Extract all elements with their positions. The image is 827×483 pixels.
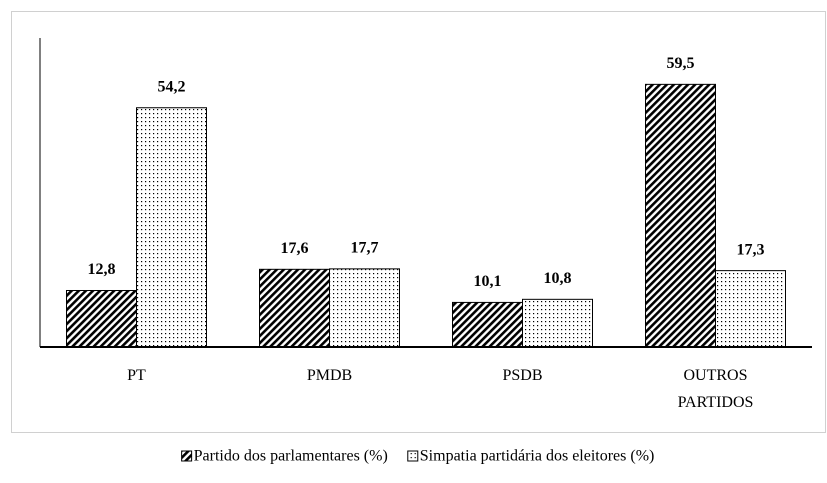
data-label: 17,3 <box>737 241 765 258</box>
legend-swatch <box>407 450 419 462</box>
legend: Partido dos parlamentares (%) Simpatia pa… <box>181 448 655 465</box>
bar <box>259 268 330 348</box>
data-label: 10,8 <box>544 270 572 287</box>
data-label: 59,5 <box>667 55 695 72</box>
bar <box>645 83 716 348</box>
x-tick-label: PT <box>127 367 146 384</box>
bar <box>329 268 400 348</box>
legend-label: Partido dos parlamentares (%) <box>194 448 388 465</box>
bar <box>136 107 207 348</box>
data-label: 17,7 <box>351 240 379 257</box>
legend-swatch <box>181 450 193 462</box>
legend-label: Simpatia partidária dos eleitores (%) <box>420 448 655 465</box>
data-label: 12,8 <box>88 261 116 278</box>
x-tick-label: PMDB <box>306 367 353 384</box>
x-tick-label: PSDB <box>502 367 543 384</box>
data-label: 17,6 <box>281 240 309 257</box>
frame <box>11 11 826 433</box>
x-tick-label: OUTROS PARTIDOS <box>677 367 754 411</box>
data-label: 54,2 <box>158 78 186 95</box>
bar <box>66 289 137 348</box>
data-label: 10,1 <box>474 273 502 290</box>
bar <box>452 301 523 348</box>
bar <box>522 298 593 348</box>
bar <box>715 270 786 348</box>
